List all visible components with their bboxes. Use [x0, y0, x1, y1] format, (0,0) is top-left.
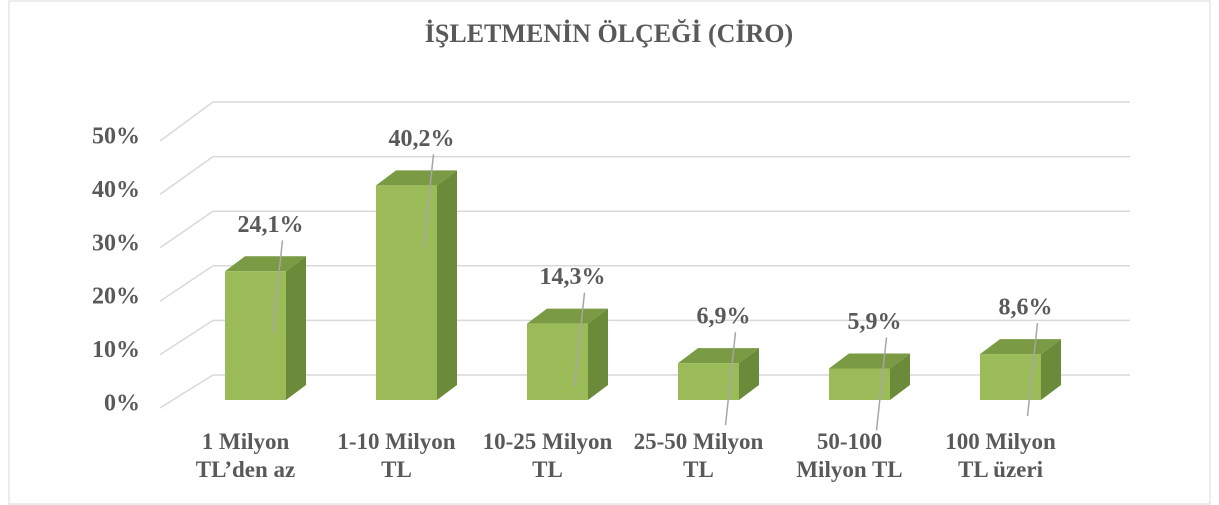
y-tick-label: 40% [92, 177, 140, 203]
data-label: 5,9% [848, 309, 902, 335]
leader-line [1026, 322, 1039, 417]
data-label: 14,3% [540, 264, 606, 290]
leader-line [422, 154, 435, 248]
leader-line [875, 337, 888, 431]
x-tick-label: 1-10 Milyon TL [337, 429, 456, 482]
data-label: 8,6% [999, 295, 1053, 321]
y-tick-label: 10% [92, 337, 140, 363]
data-label: 6,9% [697, 304, 751, 330]
bar-top [527, 308, 608, 324]
bar-side [437, 170, 457, 400]
bar-top [225, 256, 306, 272]
grid-diagonal [159, 265, 214, 302]
bar-top [980, 339, 1061, 355]
x-tick-label: 1 Milyon TL’den az [195, 429, 296, 482]
bar [376, 185, 437, 400]
x-tick-label: 100 Milyon TL üzeri [945, 429, 1056, 482]
grid-diagonal [159, 155, 214, 196]
leader-line [573, 292, 586, 386]
bar [527, 323, 588, 400]
y-tick-label: 30% [92, 230, 140, 256]
bar-side [1041, 339, 1061, 400]
bar [225, 271, 286, 400]
leader-line [724, 332, 737, 426]
data-label: 24,1% [238, 212, 304, 238]
bar-side [890, 353, 910, 400]
bar-top [376, 170, 457, 186]
x-tick-label: 10-25 Milyon TL [482, 429, 613, 482]
chart-border [8, 0, 1211, 505]
y-tick-label: 50% [92, 124, 140, 150]
bar-top [678, 348, 759, 364]
y-tick-label: 0% [104, 391, 140, 417]
leader-line [271, 240, 284, 334]
bar-side [739, 348, 759, 400]
bar [980, 354, 1041, 400]
grid-diagonal [159, 101, 214, 142]
grid-diagonal [159, 210, 214, 249]
x-tick-label: 50-100 Milyon TL [796, 429, 903, 482]
chart-title: İŞLETMENİN ÖLÇEĞİ (CİRO) [425, 19, 793, 48]
bar-top [829, 353, 910, 369]
bar-side [286, 256, 306, 400]
data-label: 40,2% [389, 126, 455, 152]
grid-diagonal [159, 319, 214, 356]
x-tick-label: 25-50 Milyon TL [633, 429, 764, 482]
bar-side [588, 308, 608, 400]
grid-diagonal [159, 374, 214, 409]
y-tick-label: 20% [92, 284, 140, 310]
